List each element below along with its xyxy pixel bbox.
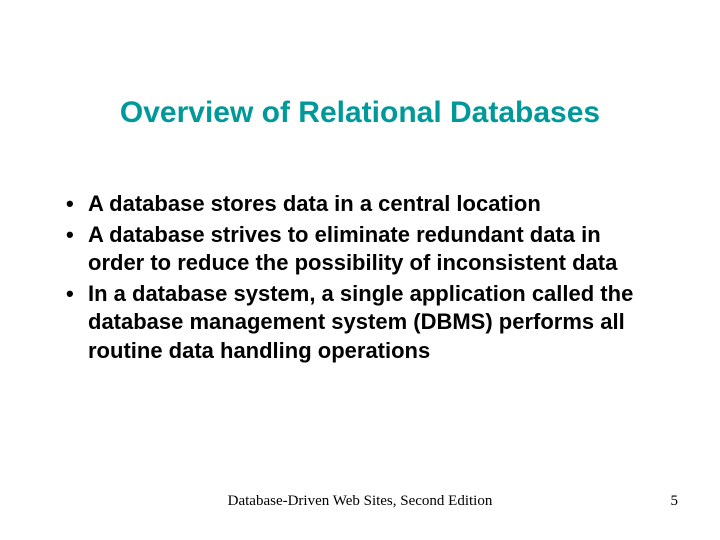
bullet-item: • A database strives to eliminate redund… <box>60 221 660 278</box>
bullet-marker-icon: • <box>60 221 88 250</box>
slide-body: • A database stores data in a central lo… <box>60 190 660 368</box>
bullet-marker-icon: • <box>60 280 88 309</box>
slide: Overview of Relational Databases • A dat… <box>0 0 720 540</box>
bullet-text: In a database system, a single applicati… <box>88 280 660 366</box>
page-number: 5 <box>671 493 679 510</box>
bullet-marker-icon: • <box>60 190 88 219</box>
bullet-item: • In a database system, a single applica… <box>60 280 660 366</box>
bullet-text: A database stores data in a central loca… <box>88 190 660 219</box>
bullet-item: • A database stores data in a central lo… <box>60 190 660 219</box>
bullet-text: A database strives to eliminate redundan… <box>88 221 660 278</box>
footer-text: Database-Driven Web Sites, Second Editio… <box>0 493 720 510</box>
slide-title: Overview of Relational Databases <box>0 96 720 130</box>
